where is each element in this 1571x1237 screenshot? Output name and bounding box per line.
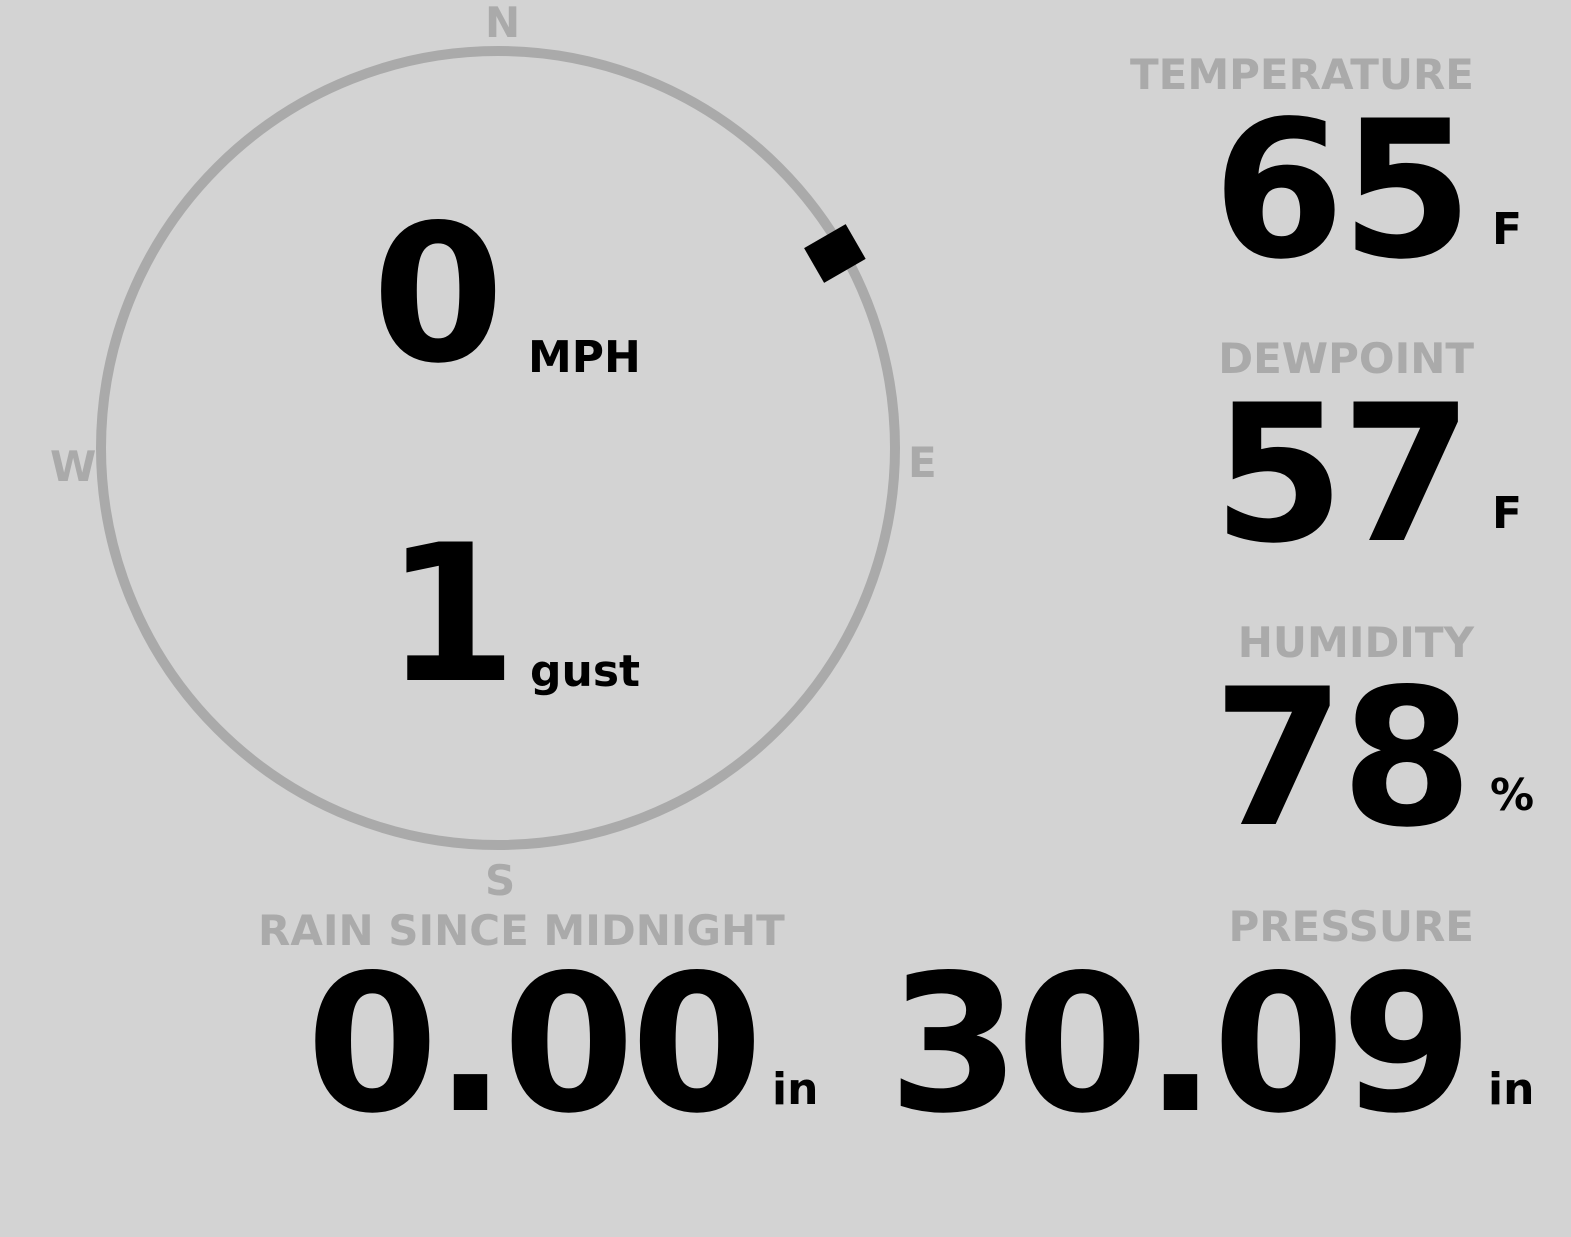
pressure-value: 30.09 — [888, 934, 1473, 1155]
compass-south-label: S — [485, 856, 516, 905]
temperature-value: 65 — [1212, 80, 1473, 301]
dewpoint-label: DEWPOINT — [1218, 334, 1474, 383]
humidity-value: 78 — [1212, 648, 1473, 869]
wind-speed-unit: MPH — [528, 332, 641, 383]
temperature-label: TEMPERATURE — [1130, 50, 1474, 99]
dewpoint-value: 57 — [1212, 364, 1473, 585]
wind-speed-value: 0 — [372, 184, 504, 405]
pressure-label: PRESSURE — [1228, 902, 1474, 951]
temperature-unit: F — [1492, 204, 1523, 255]
humidity-label: HUMIDITY — [1237, 618, 1474, 667]
compass-ring — [96, 46, 900, 850]
pressure-unit: in — [1488, 1064, 1535, 1115]
rain-label: RAIN SINCE MIDNIGHT — [258, 906, 785, 955]
compass-north-label: N — [485, 0, 521, 47]
rain-value: 0.00 — [306, 934, 763, 1155]
rain-unit: in — [772, 1064, 819, 1115]
wind-direction-marker — [804, 224, 866, 283]
wind-gust-unit: gust — [530, 646, 641, 697]
compass-west-label: W — [50, 442, 97, 491]
humidity-unit: % — [1490, 770, 1535, 821]
compass-east-label: E — [908, 438, 937, 487]
dewpoint-unit: F — [1492, 488, 1523, 539]
wind-gust-value: 1 — [385, 504, 517, 725]
